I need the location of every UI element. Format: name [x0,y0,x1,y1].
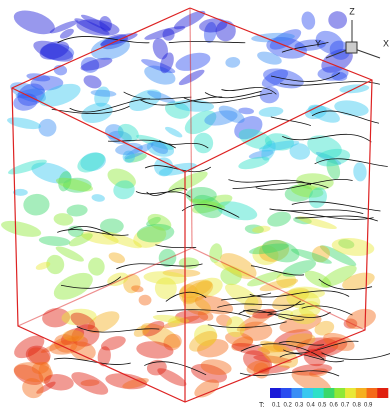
blob [68,367,111,399]
z-label: Z [349,6,355,16]
colorbar-tick-label: 0.1 [272,403,281,409]
figure: Z Y X 0.10.20.30.40.50.60.70.80.9 T: [0,0,390,412]
colorbar-tick-label: 0.2 [284,403,293,409]
blob [300,10,317,30]
colorbar-tick-label: 0.3 [295,403,304,409]
colorbar-tick-label: 0.6 [330,403,339,409]
blob [11,6,58,39]
blob [79,99,115,126]
streamline [277,210,374,220]
colorbar-swatch [356,388,367,398]
blob [126,85,165,115]
colorbar-swatch [367,388,378,398]
blob [91,193,105,202]
colorbar: 0.10.20.30.40.50.60.70.80.9 [270,388,388,409]
blob [138,294,151,305]
blob [107,250,126,265]
streamline [54,358,131,364]
blob [31,36,76,66]
colorbar-swatch [270,388,281,398]
isosurfaces [0,6,379,402]
colorbar-swatch [302,388,313,398]
colorbar-label: T: [259,402,265,409]
blob [90,89,116,98]
colorbar-swatch [291,388,302,398]
colorbar-swatch [334,388,345,398]
blob [174,50,213,75]
blob [178,257,199,270]
blob [23,193,51,216]
x-label: X [383,38,389,48]
colorbar-swatch [313,388,324,398]
blob [193,132,213,153]
colorbar-tick-label: 0.9 [364,403,373,409]
y-label: Y [315,38,321,48]
streamline [136,192,191,198]
blob [6,115,42,131]
streamline [155,245,196,248]
colorbar-swatch [377,388,388,398]
blob [353,162,368,182]
triad-box [346,42,357,53]
blob [155,365,189,390]
colorbar-swatch [324,388,335,398]
blob [0,218,43,240]
colorbar-tick-label: 0.7 [341,403,350,409]
colorbar-tick-label: 0.4 [307,403,316,409]
blob [225,56,241,68]
blob [86,256,106,277]
blob [266,209,293,229]
blob [328,11,347,29]
colorbar-tick-label: 0.8 [353,403,362,409]
colorbar-swatch [345,388,356,398]
colorbar-swatch [281,388,292,398]
colorbar-tick-label: 0.5 [318,403,327,409]
blob [164,125,184,139]
blob [74,149,108,177]
streamline [271,117,311,126]
blob [258,106,284,118]
blob [38,235,70,247]
